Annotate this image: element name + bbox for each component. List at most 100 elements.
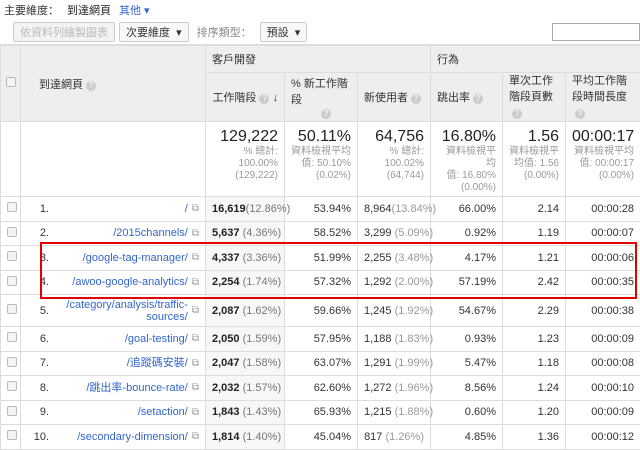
sessions-percent: (1.43%) bbox=[240, 406, 282, 418]
help-icon[interactable]: ? bbox=[321, 109, 331, 119]
header-label: 跳出率 bbox=[437, 92, 470, 104]
open-external-icon[interactable]: ⧉ bbox=[192, 407, 199, 418]
help-icon[interactable]: ? bbox=[512, 109, 522, 119]
row-checkbox[interactable] bbox=[7, 276, 17, 286]
row-checkbox[interactable] bbox=[7, 227, 17, 237]
row-checkbox[interactable] bbox=[7, 430, 17, 440]
secondary-dimension-label: 次要維度 bbox=[126, 24, 170, 40]
row-checkbox-cell bbox=[1, 351, 21, 376]
help-icon[interactable]: ? bbox=[473, 94, 483, 104]
pages-per-session-cell: 1.24 bbox=[503, 376, 566, 401]
table-row: 9./setaction/⧉ 1,843 (1.43%) 65.93% 1,21… bbox=[1, 400, 640, 425]
help-icon[interactable]: ? bbox=[411, 94, 421, 104]
row-checkbox[interactable] bbox=[7, 381, 17, 391]
new-users-cell: 1,292 (2.00%) bbox=[358, 270, 431, 295]
row-checkbox-cell bbox=[1, 376, 21, 401]
header-landing-page[interactable]: 到達網頁? bbox=[21, 46, 206, 122]
row-checkbox-cell bbox=[1, 246, 21, 271]
chevron-down-icon: ▾ bbox=[176, 26, 182, 39]
open-external-icon[interactable]: ⧉ bbox=[192, 305, 199, 316]
open-external-icon[interactable]: ⧉ bbox=[192, 252, 199, 263]
new-users-value: 8,964 bbox=[364, 203, 392, 215]
page-link[interactable]: /awoo-google-analytics/ bbox=[55, 276, 188, 288]
sessions-cell: 2,032 (1.57%) bbox=[206, 376, 285, 401]
avg-duration-cell: 00:00:08 bbox=[566, 351, 640, 376]
page-link[interactable]: /google-tag-manager/ bbox=[55, 252, 188, 264]
sort-type-dropdown[interactable]: 預設 ▾ bbox=[260, 22, 308, 42]
row-index: 2. bbox=[27, 227, 49, 239]
total-cell: 16.80%資料檢視平均值: 16.80%(0.00%) bbox=[431, 122, 503, 197]
help-icon[interactable]: ? bbox=[575, 109, 585, 119]
row-checkbox[interactable] bbox=[7, 406, 17, 416]
row-checkbox-cell bbox=[1, 400, 21, 425]
open-external-icon[interactable]: ⧉ bbox=[192, 203, 199, 214]
row-index: 8. bbox=[27, 382, 49, 394]
row-checkbox[interactable] bbox=[7, 332, 17, 342]
sessions-cell: 2,087 (1.62%) bbox=[206, 295, 285, 327]
table-row: 7./追蹤碼安裝/⧉ 2,047 (1.58%) 63.07% 1,291 (1… bbox=[1, 351, 640, 376]
page-link[interactable]: /追蹤碼安裝/ bbox=[55, 357, 188, 369]
row-checkbox[interactable] bbox=[7, 202, 17, 212]
page-link[interactable]: /secondary-dimension/ bbox=[55, 431, 188, 443]
table-search-input[interactable] bbox=[552, 23, 640, 41]
row-checkbox-cell bbox=[1, 327, 21, 352]
avg-duration-cell: 00:00:07 bbox=[566, 221, 640, 246]
page-link[interactable]: /goal-testing/ bbox=[55, 333, 188, 345]
sessions-value: 5,637 bbox=[212, 227, 240, 239]
page-link[interactable]: /setaction/ bbox=[55, 406, 188, 418]
secondary-dimension-dropdown[interactable]: 次要維度 ▾ bbox=[119, 22, 189, 42]
open-external-icon[interactable]: ⧉ bbox=[192, 333, 199, 344]
row-checkbox[interactable] bbox=[7, 304, 17, 314]
open-external-icon[interactable]: ⧉ bbox=[192, 228, 199, 239]
row-checkbox[interactable] bbox=[7, 357, 17, 367]
page-link[interactable]: / bbox=[55, 203, 188, 215]
table-row: 8. /跳出率-bounce-rate/ ⧉ 2,032 (1.57%) 62.60… bbox=[1, 376, 640, 401]
bounce-rate-cell: 4.85% bbox=[431, 425, 503, 450]
open-external-icon[interactable]: ⧉ bbox=[192, 277, 199, 288]
sessions-value: 4,337 bbox=[212, 252, 240, 264]
row-index: 6. bbox=[27, 333, 49, 345]
page-link[interactable]: /2015channels/ bbox=[55, 227, 188, 239]
row-checkbox-cell bbox=[1, 197, 21, 222]
header-label: 平均工作階段時間長度 bbox=[572, 75, 627, 103]
row-index: 9. bbox=[27, 406, 49, 418]
row-checkbox[interactable] bbox=[7, 251, 17, 261]
header-sessions[interactable]: 工作階段? ↓ bbox=[206, 73, 285, 122]
table-row: 3./google-tag-manager/⧉ 4,337 (3.36%) 51… bbox=[1, 246, 640, 271]
total-value: 64,756 bbox=[364, 124, 424, 146]
dimension-landing-page[interactable]: 到達網頁 bbox=[67, 2, 111, 18]
plot-rows-button[interactable]: 依資料列繪製圖表 bbox=[13, 22, 115, 42]
select-all-cell bbox=[1, 46, 21, 122]
new-users-percent: (1.92%) bbox=[392, 305, 434, 317]
open-external-icon[interactable]: ⧉ bbox=[192, 382, 199, 393]
header-pages-per-session[interactable]: 單次工作階段頁數? bbox=[503, 73, 566, 122]
dimension-other-link[interactable]: 其他 ▾ bbox=[119, 2, 150, 18]
new-users-value: 1,272 bbox=[364, 382, 392, 394]
header-new-users[interactable]: 新使用者? bbox=[358, 73, 431, 122]
header-bounce-rate[interactable]: 跳出率? bbox=[431, 73, 503, 122]
sessions-percent: (1.40%) bbox=[240, 431, 282, 443]
avg-duration-cell: 00:00:35 bbox=[566, 270, 640, 295]
row-checkbox-cell bbox=[1, 270, 21, 295]
open-external-icon[interactable]: ⧉ bbox=[192, 358, 199, 369]
page-link[interactable]: /category/analysis/traffic-sources/ bbox=[55, 299, 188, 323]
row-checkbox-cell bbox=[1, 221, 21, 246]
pages-per-session-cell: 1.23 bbox=[503, 327, 566, 352]
pages-per-session-cell: 1.19 bbox=[503, 221, 566, 246]
pages-per-session-cell: 1.20 bbox=[503, 400, 566, 425]
sessions-cell: 2,254 (1.74%) bbox=[206, 270, 285, 295]
open-external-icon[interactable]: ⧉ bbox=[192, 431, 199, 442]
page-cell: 4./awoo-google-analytics/⧉ bbox=[21, 270, 206, 295]
new-users-cell: 8,964(13.84%) bbox=[358, 197, 431, 222]
help-icon[interactable]: ? bbox=[86, 81, 96, 91]
header-new-sessions[interactable]: % 新工作階段? bbox=[285, 73, 358, 122]
new-sessions-cell: 62.60% bbox=[285, 376, 358, 401]
header-avg-duration[interactable]: 平均工作階段時間長度? bbox=[566, 73, 640, 122]
total-note: (0.02%) bbox=[291, 170, 351, 182]
new-users-value: 2,255 bbox=[364, 252, 392, 264]
total-note: 資料檢視平均 bbox=[291, 146, 351, 158]
help-icon[interactable]: ? bbox=[259, 94, 269, 104]
select-all-checkbox[interactable] bbox=[6, 77, 16, 87]
new-users-cell: 1,272 (1.96%) bbox=[358, 376, 431, 401]
page-link[interactable]: /跳出率-bounce-rate/ bbox=[55, 382, 188, 394]
